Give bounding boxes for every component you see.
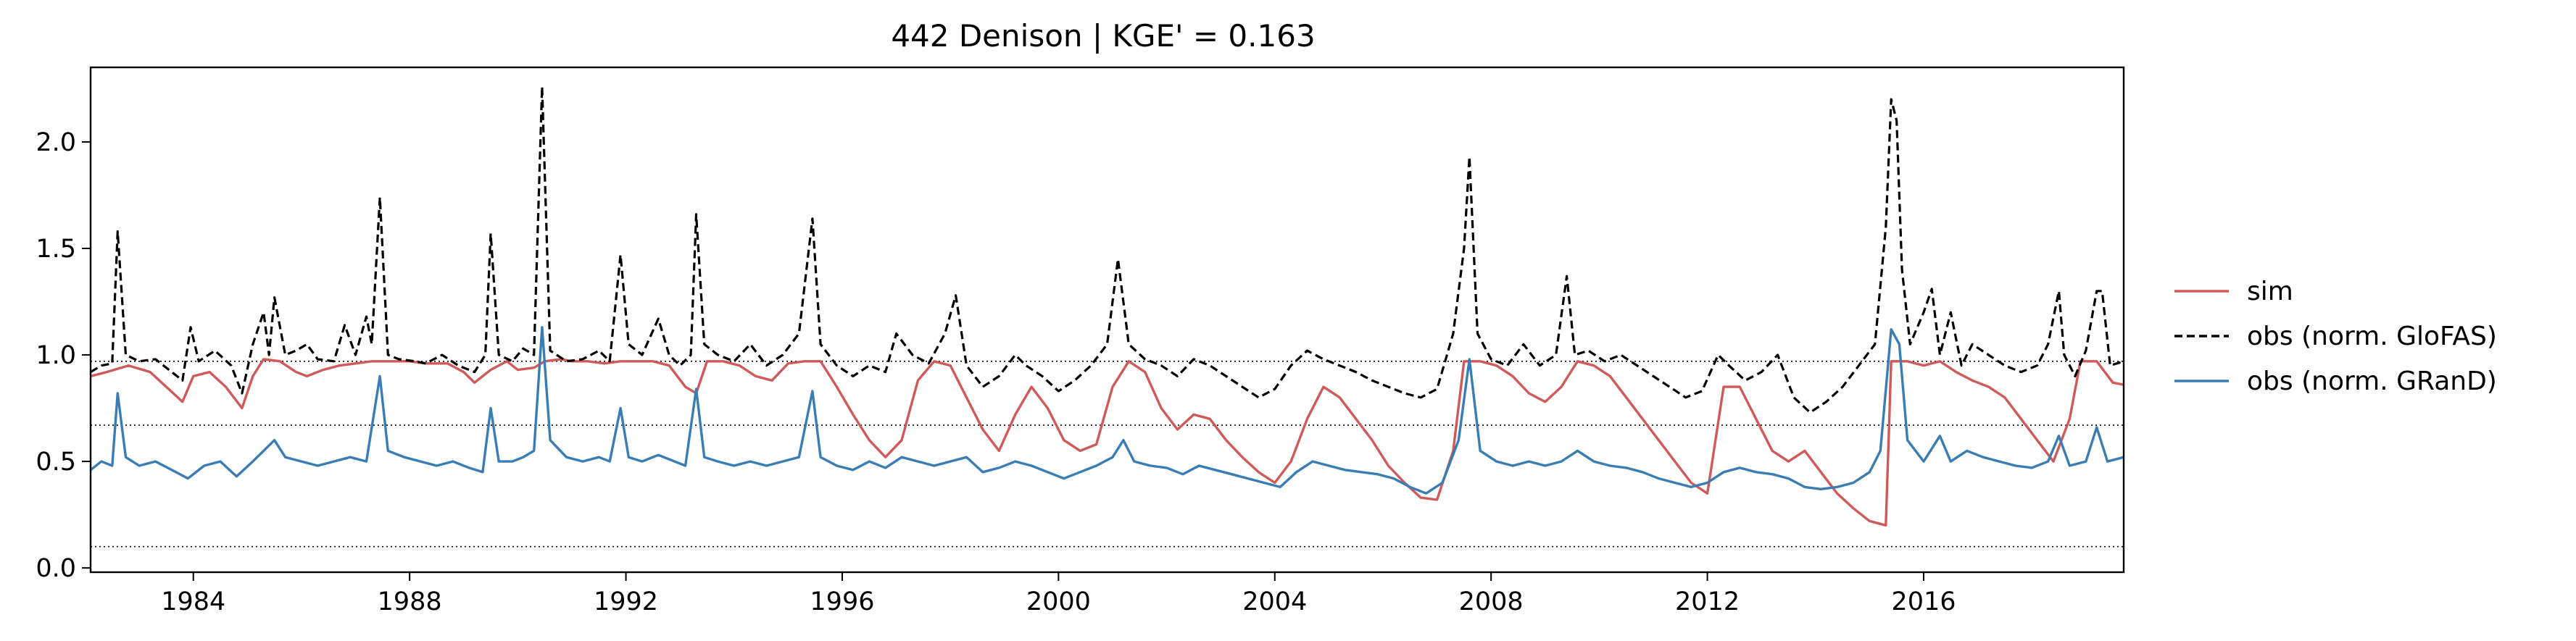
series-line-1 [91,85,2124,414]
x-tick-label-5: 2004 [1242,587,1307,616]
legend-label-2: obs (norm. GRanD) [2247,366,2497,396]
chart-title: 442 Denison | KGE' = 0.163 [891,18,1315,54]
x-tick-label-6: 2008 [1459,587,1524,616]
series-line-2 [91,326,2124,495]
x-tick-label-0: 1984 [161,587,225,616]
x-tick-label-7: 2012 [1675,587,1740,616]
y-tick-label-3: 1.5 [36,235,76,264]
axes-frame [89,66,2125,574]
x-tick-label-3: 1996 [810,587,874,616]
y-tick-label-0: 0.0 [36,554,76,583]
legend: sim obs (norm. GloFAS) obs (norm. GRanD) [2174,277,2497,396]
y-tick-label-1: 0.5 [36,448,76,477]
series-line-0 [91,358,2124,527]
x-tick-label-2: 1992 [594,587,658,616]
axes: 1984 1988 1992 1996 2000 2004 2008 2012 2016 0.0 0… [36,66,2125,616]
x-tick-label-1: 1988 [378,587,442,616]
x-tick-label-8: 2016 [1891,587,1956,616]
y-tick-label-4: 2.0 [36,128,76,157]
y-tick-label-2: 1.0 [36,341,76,370]
legend-label-0: sim [2247,277,2293,306]
plot-area [91,85,2124,548]
x-tick-label-4: 2000 [1026,587,1091,616]
legend-label-1: obs (norm. GloFAS) [2247,322,2497,351]
